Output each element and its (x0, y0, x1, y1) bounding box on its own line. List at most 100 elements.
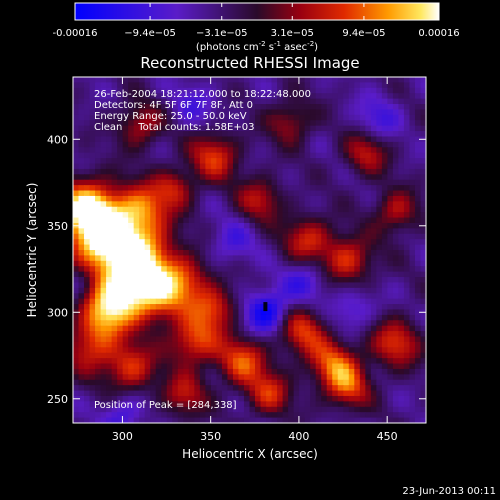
heatmap-cell (122, 250, 129, 257)
heatmap-cell (95, 266, 102, 273)
heatmap-cell (260, 120, 267, 127)
heatmap-cell (177, 77, 184, 84)
heatmap-cell (271, 395, 278, 402)
heatmap-cell (128, 293, 135, 300)
heatmap-cell (409, 368, 416, 375)
heatmap-cell (321, 179, 328, 186)
heatmap-cell (106, 131, 113, 138)
heatmap-cell (409, 131, 416, 138)
heatmap-cell (166, 250, 173, 257)
heatmap-cell (354, 358, 361, 365)
heatmap-cell (243, 309, 251, 316)
heatmap-cell (381, 385, 388, 392)
heatmap-cell (403, 406, 411, 413)
heatmap-cell (260, 125, 267, 132)
heatmap-cell (370, 104, 377, 111)
heatmap-cell (221, 174, 229, 181)
heatmap-cell (111, 385, 118, 392)
heatmap-cell (348, 82, 355, 89)
heatmap-cell (249, 412, 256, 419)
heatmap-cell (133, 168, 140, 175)
heatmap-cell (326, 320, 333, 327)
heatmap-cell (370, 260, 377, 267)
heatmap-cell (144, 271, 151, 278)
heatmap-cell (392, 417, 400, 423)
heatmap-cell (348, 163, 355, 170)
heatmap-cell (210, 77, 218, 84)
heatmap-cell (403, 358, 411, 365)
heatmap-cell (398, 385, 405, 392)
heatmap-cell (288, 250, 295, 257)
heatmap-cell (227, 320, 234, 327)
heatmap-cell (403, 120, 411, 127)
heatmap-cell (150, 363, 157, 370)
heatmap-cell (370, 347, 377, 354)
heatmap-cell (221, 363, 229, 370)
heatmap-cell (117, 179, 124, 186)
heatmap-cell (210, 228, 218, 235)
heatmap-cell (249, 93, 256, 100)
heatmap-cell (117, 304, 124, 311)
heatmap-cell (337, 368, 344, 375)
heatmap-cell (326, 395, 333, 402)
heatmap-cell (354, 222, 361, 229)
heatmap-cell (282, 325, 289, 332)
heatmap-cell (321, 109, 328, 116)
heatmap-cell (266, 109, 273, 116)
heatmap-cell (282, 266, 289, 273)
heatmap-cell (387, 293, 394, 300)
heatmap-cell (321, 255, 328, 262)
heatmap-cell (398, 217, 405, 224)
heatmap-cell (249, 233, 256, 240)
heatmap-cell (332, 298, 339, 305)
heatmap-cell (227, 331, 234, 338)
heatmap-cell (122, 352, 129, 359)
heatmap-cell (150, 98, 157, 105)
heatmap-cell (84, 336, 91, 343)
heatmap-cell (420, 206, 426, 213)
heatmap-cell (359, 401, 366, 408)
heatmap-cell (387, 114, 394, 121)
heatmap-cell (106, 163, 113, 170)
heatmap-cell (183, 244, 190, 251)
heatmap-cell (315, 325, 322, 332)
heatmap-cell (238, 417, 245, 423)
heatmap-cell (73, 336, 80, 343)
heatmap-cell (216, 309, 223, 316)
heatmap-cell (359, 266, 366, 273)
heatmap-cell (354, 309, 361, 316)
heatmap-cell (238, 293, 245, 300)
heatmap-cell (216, 417, 223, 423)
heatmap-cell (266, 271, 273, 278)
heatmap-cell (78, 222, 85, 229)
heatmap-cell (238, 163, 245, 170)
heatmap-cell (337, 390, 344, 397)
heatmap-cell (172, 195, 179, 202)
heatmap-cell (78, 125, 85, 132)
heatmap-cell (354, 347, 361, 354)
heatmap-cell (348, 250, 355, 257)
heatmap-cell (348, 93, 355, 100)
heatmap-cell (381, 341, 388, 348)
heatmap-cell (106, 260, 113, 267)
heatmap-cell (271, 271, 278, 278)
heatmap-cell (199, 98, 206, 105)
heatmap-cell (260, 287, 267, 294)
heatmap-cell (95, 336, 102, 343)
heatmap-cell (304, 120, 311, 127)
heatmap-cell (343, 147, 350, 154)
heatmap-cell (381, 239, 388, 246)
heatmap-cell (117, 120, 124, 127)
heatmap-cell (337, 77, 344, 84)
heatmap-cell (403, 136, 411, 143)
heatmap-cell (392, 131, 400, 138)
heatmap-cell (387, 320, 394, 327)
heatmap-cell (293, 136, 300, 143)
heatmap-cell (221, 266, 229, 273)
heatmap-cell (409, 320, 416, 327)
heatmap-cell (232, 120, 240, 127)
heatmap-cell (221, 93, 229, 100)
heatmap-cell (106, 271, 113, 278)
heatmap-cell (205, 168, 212, 175)
heatmap-cell (315, 82, 322, 89)
